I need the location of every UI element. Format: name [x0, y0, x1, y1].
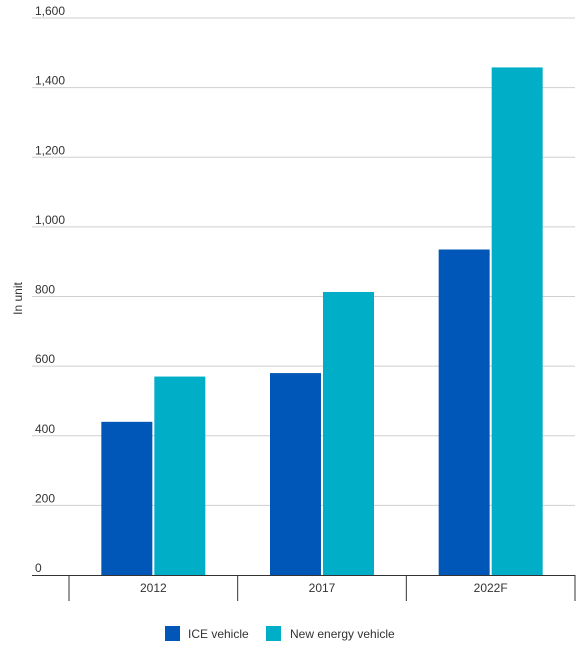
y-tick-label: 1,000	[35, 213, 65, 227]
bar-new-energy-vehicle-2012	[154, 376, 206, 575]
y-tick-label: 400	[35, 422, 55, 436]
bar-ice-vehicle-2017	[270, 373, 321, 575]
legend-swatch-ice-vehicle	[165, 626, 180, 641]
y-tick-label: 1,200	[35, 143, 65, 157]
y-tick-label: 200	[35, 491, 55, 505]
y-tick-label: 600	[35, 352, 55, 366]
x-tick-label: 2017	[309, 581, 336, 595]
bar-ice-vehicle-2012	[101, 421, 153, 575]
y-tick-labels: 0 200 400 600 800 1,000 1,200 1,400 1,600	[35, 4, 65, 575]
bar-new-energy-vehicle-2017	[323, 291, 374, 575]
bars	[101, 67, 543, 576]
legend-label-new-energy-vehicle: New energy vehicle	[290, 627, 395, 641]
legend: ICE vehicle New energy vehicle	[165, 626, 395, 641]
legend-label-ice-vehicle: ICE vehicle	[188, 627, 249, 641]
bar-ice-vehicle-2022f	[438, 249, 490, 576]
bar-new-energy-vehicle-2022f	[491, 67, 543, 575]
y-axis-title: In unit	[11, 281, 25, 314]
y-tick-label: 1,600	[35, 4, 65, 18]
legend-swatch-new-energy-vehicle	[266, 626, 281, 641]
y-tick-label: 0	[35, 561, 42, 575]
x-axis: 2012 2017 2022F	[32, 575, 576, 601]
y-tick-label: 800	[35, 283, 55, 297]
y-tick-label: 1,400	[35, 74, 65, 88]
x-tick-label: 2012	[140, 581, 167, 595]
x-tick-label: 2022F	[474, 581, 508, 595]
